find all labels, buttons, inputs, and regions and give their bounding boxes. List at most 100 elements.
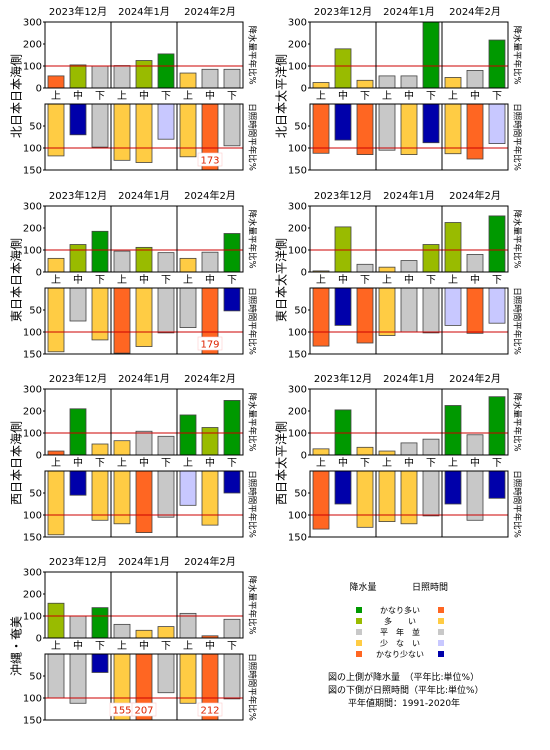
dekad-label: 下 — [95, 641, 105, 652]
sunshine-bar — [378, 103, 396, 151]
region-label: 西日本日本海側 — [9, 421, 24, 505]
legend-swatch-sun — [438, 607, 444, 613]
sunshine-bar — [91, 470, 109, 521]
sunshine-bar — [69, 287, 87, 322]
sunshine-bar — [157, 287, 175, 334]
dekad-label: 中 — [205, 89, 215, 102]
sunshine-bar — [466, 103, 484, 160]
dekad-label: 下 — [95, 275, 105, 286]
precip-bar — [201, 68, 219, 89]
sunshine-bar — [179, 653, 197, 704]
sunshine-bar — [312, 103, 330, 154]
sun-plot-frame — [309, 103, 509, 171]
precip-axis-label: 降水量平年比% — [512, 209, 523, 268]
precip-bar — [444, 77, 462, 89]
sun-plot-frame — [309, 287, 509, 355]
sun-tick-label: 100 — [23, 511, 42, 522]
dekad-label: 中 — [139, 456, 149, 469]
sunshine-bar — [488, 470, 506, 499]
precip-axis-label: 降水量平年比% — [247, 575, 258, 634]
precip-bar — [179, 612, 197, 639]
overflow-value-label: 179 — [200, 340, 219, 351]
dekad-label: 中 — [338, 273, 348, 286]
precip-tick-label: 200 — [288, 224, 307, 235]
precip-bar — [69, 64, 87, 89]
sunshine-bar — [113, 287, 131, 354]
dekad-label: 下 — [360, 91, 370, 102]
precip-bar — [113, 623, 131, 639]
sun-axis-label: 日照時間平年比% — [512, 287, 523, 355]
sun-tick-label: 100 — [23, 144, 42, 155]
precip-tick-label: 100 — [23, 429, 42, 440]
legend-label: かなり少ない — [376, 650, 424, 659]
precip-tick-label: 100 — [23, 246, 42, 257]
sunshine-bar — [422, 103, 440, 144]
legend-swatch-precip — [356, 640, 362, 646]
precip-tick-label: 100 — [23, 62, 42, 73]
dekad-label: 上 — [448, 457, 458, 469]
precip-bar — [334, 226, 352, 273]
precip-bar — [422, 21, 440, 89]
region-label: 東日本太平洋側 — [274, 238, 289, 322]
dekad-label: 上 — [316, 90, 326, 102]
precip-bar — [91, 230, 109, 273]
dekad-label: 中 — [205, 456, 215, 469]
sunshine-bar — [113, 470, 131, 525]
region-label: 北日本日本海側 — [9, 54, 24, 138]
precip-tick-label: 300 — [288, 385, 307, 396]
dekad-label: 中 — [73, 273, 83, 286]
note-normal-period: 平年値期間：1991-2020年 — [348, 697, 460, 709]
precip-bar — [223, 68, 241, 89]
sunshine-bar — [356, 470, 374, 528]
precip-bar — [69, 408, 87, 456]
dekad-label: 上 — [51, 457, 61, 469]
sunshine-bar — [69, 470, 87, 496]
precip-plot-frame — [44, 21, 244, 89]
legend-swatch-sun — [438, 640, 444, 646]
region-label: 西日本太平洋側 — [274, 421, 289, 505]
precip-axis-label: 降水量平年比% — [512, 392, 523, 451]
sun-axis-label: 日照時間平年比% — [512, 103, 523, 171]
sunshine-bar — [135, 103, 153, 163]
month-label: 2024年2月 — [184, 189, 236, 202]
precip-tick-label: 0 — [36, 268, 42, 279]
sunshine-bar — [378, 287, 396, 336]
precip-bar — [157, 435, 175, 456]
sunshine-bar — [444, 103, 462, 155]
precip-bar — [488, 396, 506, 456]
overflow-value-label: 212 — [200, 706, 219, 717]
dekad-label: 下 — [161, 91, 171, 102]
month-label: 2024年1月 — [383, 372, 435, 385]
precip-tick-label: 200 — [23, 40, 42, 51]
precip-tick-label: 0 — [36, 634, 42, 645]
legend-label: かなり多い — [380, 605, 420, 615]
precip-tick-label: 300 — [288, 18, 307, 29]
sun-tick-label: 50 — [29, 489, 42, 500]
sunshine-bar — [157, 653, 175, 694]
precip-bar — [91, 607, 109, 639]
precip-bar — [400, 260, 418, 273]
precip-tick-label: 300 — [23, 202, 42, 213]
dekad-label: 下 — [161, 641, 171, 652]
precip-bar — [223, 400, 241, 456]
sunshine-bar — [223, 103, 241, 147]
precip-tick-label: 300 — [288, 202, 307, 213]
precip-bar — [47, 450, 65, 456]
dekad-label: 中 — [338, 89, 348, 102]
precip-tick-label: 100 — [288, 62, 307, 73]
dekad-label: 中 — [470, 456, 480, 469]
sun-tick-label: 50 — [294, 122, 307, 133]
sunshine-bar — [69, 103, 87, 136]
dekad-label: 下 — [426, 458, 436, 469]
precip-bar — [378, 450, 396, 456]
precip-bar — [157, 252, 175, 273]
month-label: 2024年2月 — [184, 372, 236, 385]
note-sunshine: 図の下側が日照時間（平年比:単位%） — [328, 684, 484, 696]
